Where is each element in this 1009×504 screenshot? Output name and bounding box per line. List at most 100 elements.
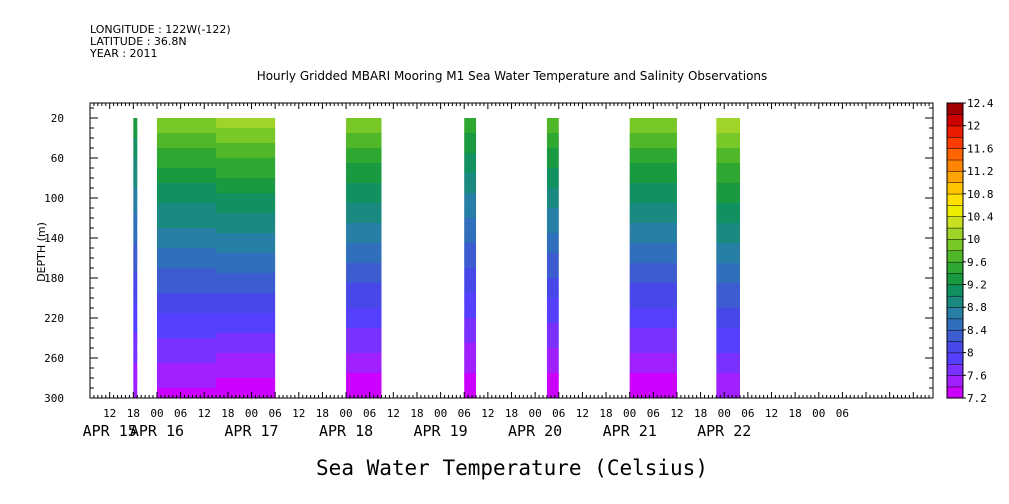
year-label: YEAR : 2011	[90, 47, 158, 60]
heat-cell	[716, 138, 740, 144]
heat-cell	[156, 128, 220, 134]
heat-cell	[216, 143, 276, 149]
heat-cell	[216, 373, 276, 379]
heat-cell	[546, 228, 559, 234]
heat-cell	[216, 198, 276, 204]
heat-cell	[216, 383, 276, 389]
heat-cell	[546, 198, 559, 204]
x-hour-label: 12	[198, 407, 211, 420]
heat-cell	[346, 298, 382, 304]
heat-cell	[346, 293, 382, 299]
heat-cell	[629, 118, 677, 124]
heat-cell	[133, 378, 138, 384]
heat-cell	[156, 368, 220, 374]
heat-cell	[216, 183, 276, 189]
heat-cell	[156, 363, 220, 369]
heat-cell	[629, 248, 677, 254]
longitude-label: LONGITUDE : 122W(-122)	[90, 23, 231, 36]
heat-cell	[156, 223, 220, 229]
heat-cell	[716, 298, 740, 304]
heat-cell	[464, 373, 477, 379]
heat-cell	[216, 208, 276, 214]
heat-cell	[464, 218, 477, 224]
heat-cell	[716, 318, 740, 324]
heat-cell	[346, 203, 382, 209]
heat-cell	[133, 213, 138, 219]
x-hour-label: 06	[269, 407, 282, 420]
heat-cell	[216, 293, 276, 299]
heat-cell	[716, 173, 740, 179]
heat-cell	[216, 223, 276, 229]
heat-cell	[464, 188, 477, 194]
heat-cell	[346, 393, 382, 398]
heat-cell	[216, 148, 276, 154]
heat-cell	[464, 383, 477, 389]
heat-cell	[346, 248, 382, 254]
heat-cell	[546, 148, 559, 154]
heat-cell	[133, 268, 138, 274]
x-hour-label: 18	[410, 407, 423, 420]
colorbar-label: 12	[967, 120, 980, 133]
heat-cell	[464, 303, 477, 309]
x-hour-label: 06	[363, 407, 376, 420]
heat-cell	[346, 233, 382, 239]
heat-cell	[346, 218, 382, 224]
heat-cell	[216, 123, 276, 129]
colorbar-swatch	[946, 136, 964, 149]
heat-cell	[156, 343, 220, 349]
heat-cell	[716, 388, 740, 394]
heat-cell	[346, 383, 382, 389]
heat-cell	[546, 243, 559, 249]
heat-cell	[156, 183, 220, 189]
heat-cell	[156, 358, 220, 364]
heat-cell	[346, 373, 382, 379]
heat-cell	[464, 268, 477, 274]
heat-cell	[156, 233, 220, 239]
heat-cell	[156, 163, 220, 169]
heat-cell	[716, 163, 740, 169]
heat-cell	[346, 253, 382, 259]
colorbar-swatch	[946, 102, 964, 115]
heat-cell	[346, 308, 382, 314]
heat-cell	[464, 313, 477, 319]
heat-cell	[216, 118, 276, 124]
heat-cell	[346, 148, 382, 154]
heat-cell	[464, 183, 477, 189]
heat-cell	[546, 163, 559, 169]
y-tick-label: 140	[44, 232, 64, 245]
heat-cell	[156, 378, 220, 384]
y-axis-label: DEPTH (m)	[35, 222, 48, 282]
heat-cell	[464, 253, 477, 259]
heat-cell	[346, 338, 382, 344]
colorbar-swatch	[946, 306, 964, 320]
heat-cell	[716, 378, 740, 384]
heat-cell	[156, 258, 220, 264]
heat-cell	[133, 198, 138, 204]
x-hour-label: 18	[127, 407, 140, 420]
colorbar-swatch	[946, 204, 964, 218]
heat-cell	[716, 208, 740, 214]
heat-cell	[546, 303, 559, 309]
heat-cell	[546, 288, 559, 294]
heat-cell	[546, 138, 559, 144]
heat-cell	[133, 283, 138, 289]
heat-cell	[133, 228, 138, 234]
heat-cell	[133, 123, 138, 129]
heat-cell	[546, 373, 559, 379]
heat-cell	[156, 268, 220, 274]
heat-cell	[133, 178, 138, 184]
heat-cell	[546, 178, 559, 184]
heat-cell	[464, 118, 477, 124]
heat-cell	[716, 243, 740, 249]
heat-cell	[216, 333, 276, 339]
data-block	[133, 118, 138, 398]
heat-cell	[464, 343, 477, 349]
heat-cell	[716, 283, 740, 289]
heat-cell	[156, 308, 220, 314]
heat-cell	[156, 298, 220, 304]
heat-cell	[464, 153, 477, 159]
x-day-label: APR 19	[413, 422, 467, 440]
heat-cell	[156, 278, 220, 284]
heat-cell	[346, 183, 382, 189]
